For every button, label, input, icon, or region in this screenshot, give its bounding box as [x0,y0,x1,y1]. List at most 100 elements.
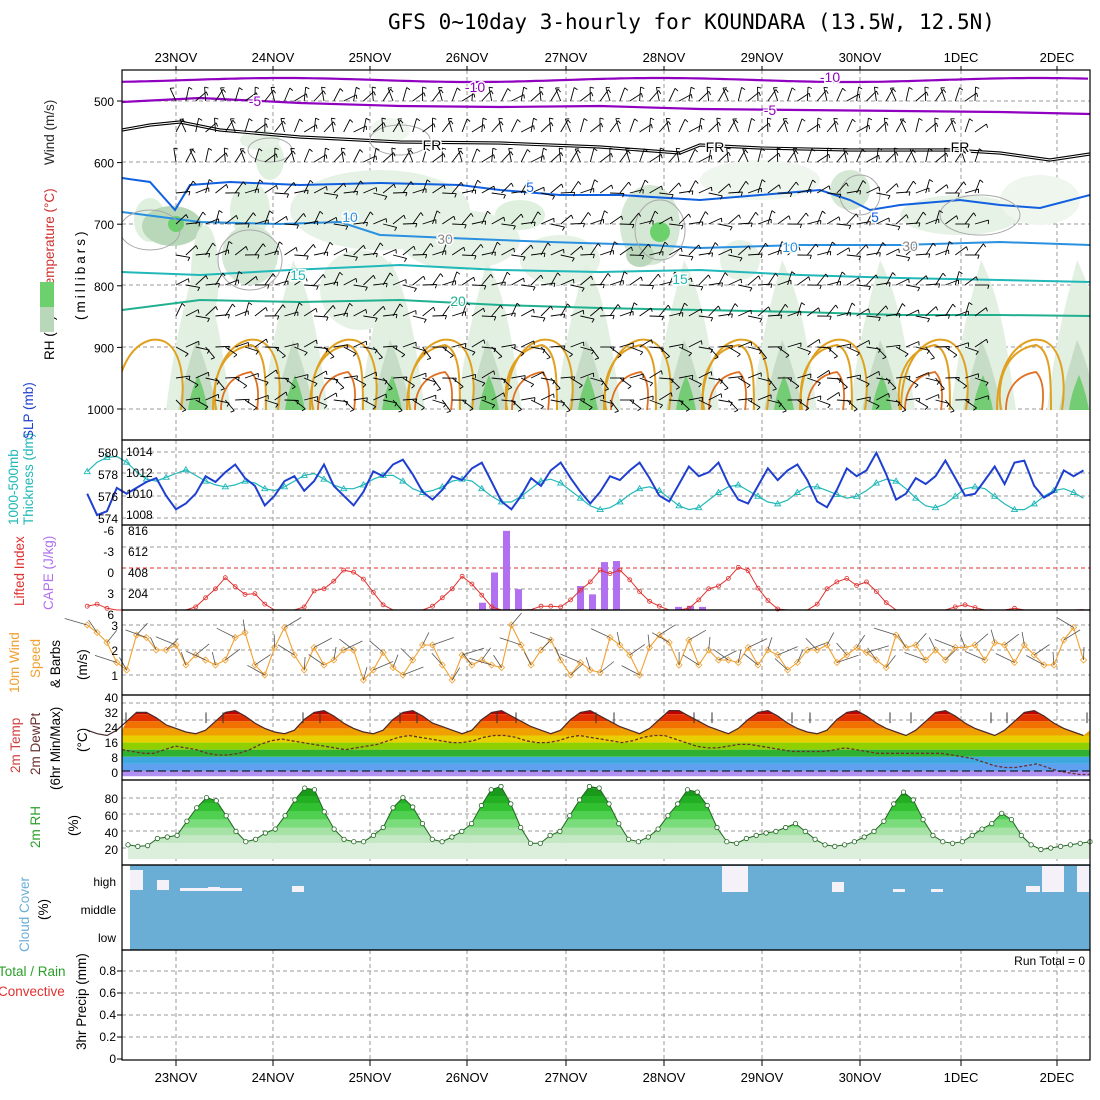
wind-barb-flag [940,388,945,391]
wind-barb-flag [243,385,248,389]
isotherm-10 [122,211,1090,250]
wind-barb [807,377,821,384]
wind-barb-flag [887,195,891,200]
wind-barb-flag [286,193,290,198]
wind-barb [599,273,609,286]
wind-speed-point [616,641,624,649]
wind-barb [747,346,762,352]
wind-barb-flag [848,247,851,252]
wind-barb [964,373,979,379]
li-tick: 3 [107,587,114,601]
wind-barb-flag [483,308,486,313]
wind-barb-flag [729,226,733,231]
wind-barb [688,180,696,194]
wind-barb [960,148,966,163]
wind-barb-flag [208,253,211,258]
wind-speed-point [83,621,91,629]
wind-barb-flag [915,245,919,250]
wind-barb-10m [1033,644,1050,656]
wind-barb [215,152,227,163]
wind-speed-point [132,631,141,639]
wind-barb-flag [543,253,546,258]
wind-barb [866,315,881,318]
wind-barb [510,303,518,317]
wind-barb [215,377,225,389]
thickness-tick: 580 [98,446,118,460]
wind-barb [955,246,967,256]
wind-barb [195,399,209,408]
wind-barb [658,241,666,256]
wind-barb-flag [543,147,548,151]
wind-barb-flag [181,303,186,307]
wind-barb [432,399,447,405]
wind-barb [373,393,387,401]
contour-label: 20 [450,293,466,309]
wind-barb-flag [654,210,659,215]
wind-barb-10m [94,655,117,663]
wind-barb-flag [583,118,588,122]
rh-point [253,836,259,842]
wind-barb [777,399,787,412]
wind-barb [304,396,318,401]
wind-barb [501,247,515,256]
rh-point [459,828,465,835]
wind-barb [244,372,259,379]
wind-barb [629,276,642,286]
wind-barb [343,375,358,379]
wind-barb [896,375,911,379]
isotherm-25 [212,338,281,411]
wind-barb [885,272,894,286]
wind-barb [716,118,719,133]
wind-barb-flag [411,385,415,389]
wind-barb-10m [451,667,461,681]
wind-speed-point [596,668,604,677]
wind-barb-flag [454,193,457,198]
rh-point [174,832,180,839]
precip-frame [121,949,1091,1061]
wind-barb-flag [399,303,403,308]
wind-barb-flag [939,210,943,214]
rh-point [1067,842,1074,848]
wind-barb-flag [758,92,761,97]
chart-title: GFS 0~10day 3-hourly for KOUNDARA (13.5W… [388,10,995,34]
wind-barb [688,244,700,256]
wind-barb-flag [265,338,268,343]
wind-barb-flag [623,271,628,275]
wind-barb-10m [216,627,236,638]
wind-barb [323,217,337,225]
wind-barb [777,346,790,356]
wind-speed-point [497,663,506,672]
wind-barb-flag [716,117,721,120]
wind-barb-flag [898,248,900,253]
wind-label-3: & Barbs [48,640,63,688]
wind-barb-flag [375,147,380,151]
slp-labels-2: Thickness (dm)SLP (mb) [21,382,36,525]
wind-barb-flag [688,352,693,357]
wind-barb-flag [724,272,729,276]
rh-point [537,840,543,846]
wind-barb-flag [446,241,451,245]
wind-barb [915,372,929,379]
wind-speed-point [734,658,742,667]
wind-barb [540,148,544,163]
freezing-level-inner [122,121,1090,161]
wind-barb [185,149,193,163]
temp-band [122,771,1090,777]
wind-barb-flag [540,406,544,410]
wind-barb-flag [557,272,561,277]
wind-barb [905,377,919,386]
wind-barb [383,313,398,317]
wind-barb-flag [730,402,733,407]
wind-barb-10m [554,647,562,661]
wind-speed-point [389,663,397,672]
wind-barb-flag [507,88,511,92]
wind-barb [363,187,377,194]
date-top-4: 27NOV [545,50,588,65]
wind-barb-flag [295,247,298,252]
wind-barb [185,245,197,256]
wind-barb [550,377,561,389]
wind-barb-flag [882,356,887,360]
wind-barb [718,345,733,348]
rh-point [586,783,593,790]
wind-speed-point [162,646,170,654]
